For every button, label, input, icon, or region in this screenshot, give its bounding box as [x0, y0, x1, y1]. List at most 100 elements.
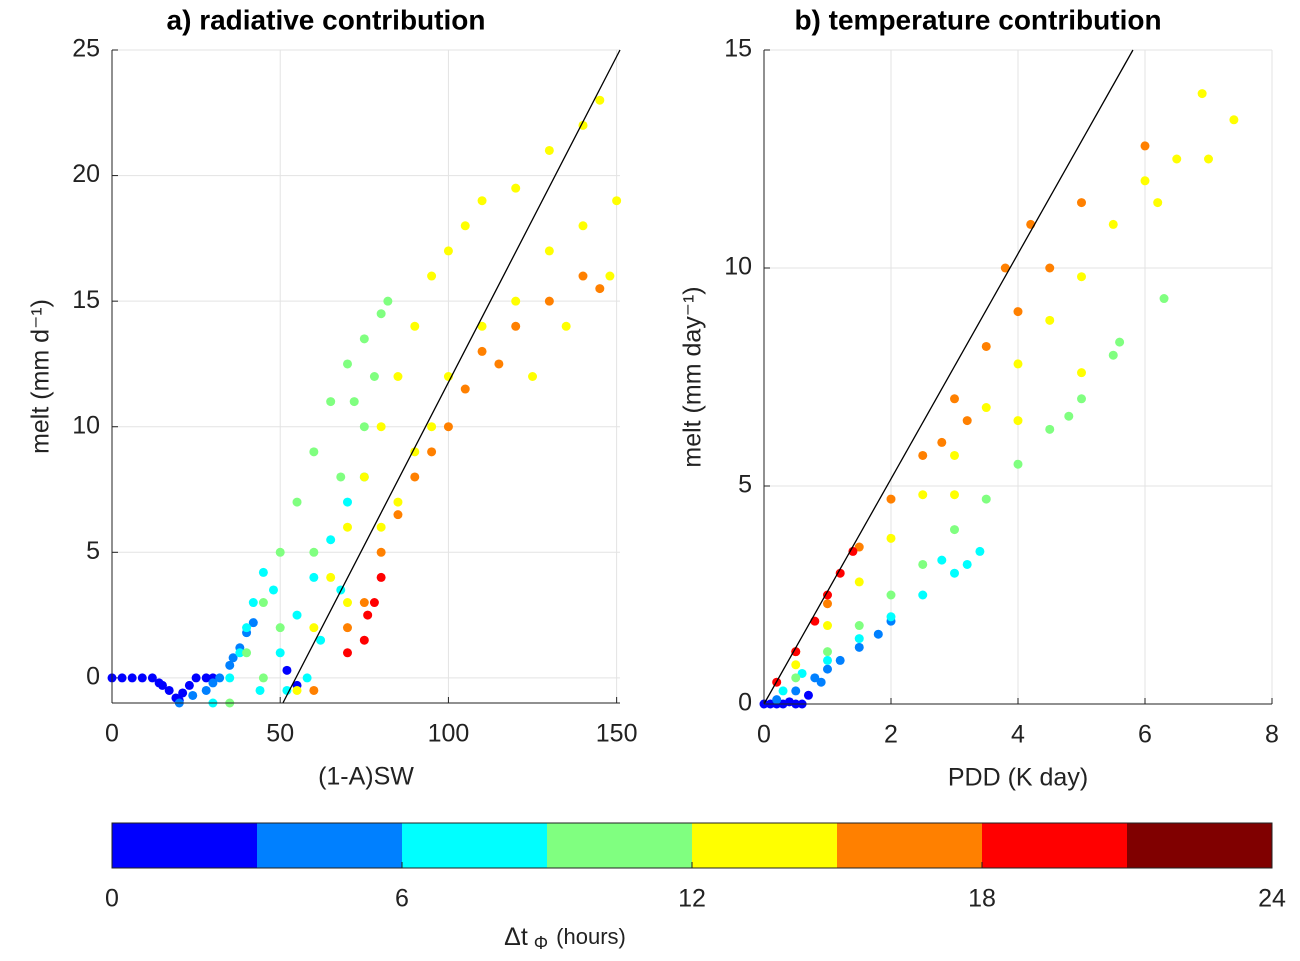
- scatter-point: [393, 372, 403, 381]
- x-tick-label: 0: [105, 720, 119, 748]
- scatter-point: [376, 547, 386, 557]
- scatter-point: [1077, 394, 1086, 404]
- scatter-point: [316, 635, 326, 645]
- scatter-point: [164, 685, 174, 695]
- scatter-point: [810, 673, 820, 683]
- scatter-point: [605, 271, 615, 281]
- colorbar-tick-label: 18: [968, 885, 996, 913]
- y-tick-label: 5: [86, 537, 100, 565]
- scatter-point: [359, 598, 369, 608]
- scatter-point: [1197, 89, 1207, 99]
- scatter-point: [950, 450, 959, 460]
- scatter-point: [336, 472, 346, 482]
- colorbar-label-unit: (hours): [556, 924, 626, 949]
- scatter-point: [918, 590, 928, 600]
- scatter-point: [918, 559, 928, 569]
- scatter-point: [544, 145, 554, 155]
- scatter-point: [791, 660, 801, 670]
- scatter-point: [918, 450, 928, 460]
- scatter-point: [823, 621, 832, 631]
- x-tick-label: 4: [1011, 721, 1025, 749]
- scatter-point: [393, 497, 403, 507]
- scatter-point: [258, 673, 268, 683]
- scatter-point: [511, 296, 521, 306]
- scatter-point: [950, 525, 959, 535]
- scatter-point: [248, 598, 258, 608]
- y-tick-label: 25: [72, 35, 100, 63]
- scatter-point: [1108, 219, 1118, 229]
- reference-line: [282, 49, 621, 704]
- scatter-point: [275, 547, 285, 557]
- colorbar-segment: [982, 823, 1128, 868]
- scatter-point: [275, 623, 285, 633]
- x-axis-label: (1-A)SW: [318, 763, 414, 791]
- y-tick-label: 0: [86, 662, 100, 690]
- scatter-point: [326, 572, 336, 582]
- scatter-point: [975, 546, 985, 556]
- scatter-point: [823, 590, 832, 600]
- colorbar-label: Δt Φ (hours): [504, 923, 626, 953]
- scatter-point: [791, 673, 801, 683]
- scatter-point: [835, 655, 845, 665]
- colorbar-segment: [692, 823, 838, 868]
- colorbar-segment: [112, 823, 258, 868]
- scatter-point: [511, 183, 521, 193]
- colorbar-tick-label: 12: [678, 885, 706, 913]
- scatter-point: [1172, 154, 1182, 164]
- scatter-point: [937, 437, 947, 447]
- scatter-point: [460, 221, 470, 231]
- scatter-point: [886, 533, 896, 543]
- scatter-point: [359, 635, 369, 645]
- scatter-point: [215, 673, 225, 683]
- x-tick-label: 2: [884, 721, 898, 749]
- scatter-point: [1013, 416, 1023, 426]
- scatter-point: [595, 284, 605, 294]
- y-tick-label: 5: [738, 471, 752, 499]
- scatter-point: [578, 120, 588, 130]
- scatter-point: [342, 497, 352, 507]
- scatter-point: [918, 490, 928, 500]
- scatter-point: [1045, 315, 1055, 325]
- scatter-point: [950, 568, 959, 578]
- colorbar-tick-label: 24: [1258, 885, 1286, 913]
- scatter-point: [1013, 307, 1023, 317]
- scatter-point: [544, 246, 554, 256]
- scatter-point: [981, 403, 991, 413]
- colorbar-segment: [547, 823, 693, 868]
- scatter-point: [326, 397, 336, 407]
- colorbar-tick-label: 0: [105, 885, 119, 913]
- scatter-point: [117, 673, 127, 683]
- scatter-point: [1159, 294, 1169, 304]
- scatter-point: [1229, 115, 1239, 125]
- x-tick-label: 0: [757, 721, 771, 749]
- scatter-point: [309, 547, 319, 557]
- scatter-point: [410, 472, 420, 482]
- y-tick-label: 20: [72, 160, 100, 188]
- scatter-point: [225, 673, 235, 683]
- y-axis-label: melt (mm day⁻¹): [679, 286, 707, 467]
- scatter-point: [791, 647, 801, 657]
- scatter-point: [1045, 263, 1055, 273]
- scatter-point: [886, 612, 896, 622]
- scatter-point: [258, 598, 268, 608]
- scatter-point: [427, 447, 437, 457]
- scatter-point: [268, 585, 278, 595]
- scatter-point: [201, 685, 211, 695]
- scatter-point: [1000, 263, 1010, 273]
- scatter-point: [383, 296, 393, 306]
- scatter-point: [595, 95, 605, 105]
- scatter-point: [258, 567, 268, 577]
- scatter-point: [242, 648, 252, 658]
- scatter-point: [292, 610, 302, 620]
- scatter-point: [1077, 198, 1086, 208]
- scatter-point: [1108, 350, 1118, 360]
- scatter-point: [544, 296, 554, 306]
- scatter-point: [477, 321, 487, 331]
- scatter-point: [1077, 272, 1086, 282]
- scatter-point: [369, 598, 379, 608]
- scatter-point: [1140, 176, 1150, 186]
- scatter-point: [242, 623, 252, 633]
- scatter-point: [873, 629, 883, 639]
- scatter-point: [854, 621, 864, 631]
